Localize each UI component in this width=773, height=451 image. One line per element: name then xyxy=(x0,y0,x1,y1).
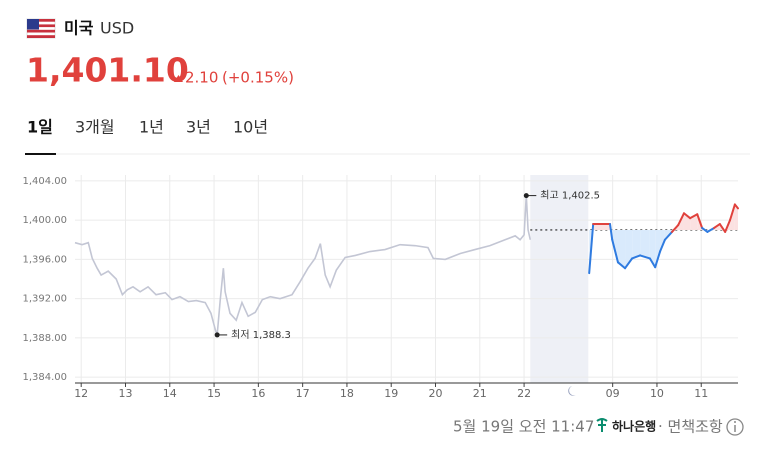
us-flag xyxy=(26,18,56,39)
y-tick-label: 1,400.00 xyxy=(22,215,67,226)
today-line xyxy=(616,261,627,270)
today-line xyxy=(677,212,685,227)
y-tick-label: 1,404.00 xyxy=(22,176,67,187)
today-line xyxy=(671,224,680,233)
today-area xyxy=(734,204,738,230)
y-tick-label: 1,384.00 xyxy=(22,372,67,383)
y-tick-label: 1,388.00 xyxy=(22,333,67,344)
today-line xyxy=(631,254,642,260)
x-tick-label: 16 xyxy=(251,387,265,400)
today-line xyxy=(682,212,692,220)
today-line xyxy=(718,223,727,233)
x-tick-label: 18 xyxy=(340,387,354,400)
timestamp: 5월 19일 오전 11:47 xyxy=(453,418,594,436)
tab[interactable]: 1일 xyxy=(27,118,53,137)
annotation-dot xyxy=(523,193,529,199)
today-line xyxy=(713,223,721,229)
plot: 1,384.00 1,388.00 1,392.00 1,396.00 1,400.00… xyxy=(22,175,739,400)
today-line xyxy=(729,203,736,222)
x-tick-label: 14 xyxy=(163,387,177,400)
annotation-dot xyxy=(214,332,220,338)
today-line xyxy=(701,226,709,233)
today-area xyxy=(649,229,656,268)
x-tick-label: 22 xyxy=(517,387,531,400)
today-line xyxy=(648,257,657,269)
tab[interactable]: 3개월 xyxy=(75,118,115,137)
x-tick-label: 13 xyxy=(118,387,132,400)
info-icon[interactable] xyxy=(726,418,744,436)
y-tick-label: 1,396.00 xyxy=(22,254,67,265)
x-tick-label: 09 xyxy=(606,387,620,400)
disclaimer[interactable]: · 면책조항 xyxy=(658,418,723,436)
annotation-label: 최고 1,402.5 xyxy=(540,190,600,202)
today-line xyxy=(724,219,732,233)
today-area xyxy=(640,229,650,259)
y-tick-label: 1,392.00 xyxy=(22,294,67,305)
today-line xyxy=(696,213,704,229)
tab[interactable]: 10년 xyxy=(233,118,268,137)
history-line xyxy=(74,195,532,336)
today-line xyxy=(654,250,662,269)
bank-logo xyxy=(596,418,608,432)
today-line xyxy=(611,238,619,264)
x-tick-label: 17 xyxy=(296,387,310,400)
x-tick-label: 20 xyxy=(429,387,443,400)
closed-market-band xyxy=(530,175,589,383)
bank: 하나은행 xyxy=(612,419,656,434)
today-area xyxy=(593,224,611,230)
up-arrow xyxy=(174,75,183,82)
today-line xyxy=(639,254,651,260)
today-line xyxy=(706,226,716,233)
today-area xyxy=(655,229,661,268)
x-tick-label: 15 xyxy=(207,387,221,400)
today-line xyxy=(733,203,739,210)
today-area xyxy=(632,229,641,259)
x-tick-label: 21 xyxy=(473,387,487,400)
country: 미국 xyxy=(64,19,94,38)
x-tick-label: 10 xyxy=(650,387,664,400)
today-area xyxy=(617,229,626,269)
price: 1,401.10 xyxy=(26,51,189,90)
tab[interactable]: 3년 xyxy=(186,118,211,137)
today-line xyxy=(609,223,614,241)
today-area xyxy=(625,229,633,269)
today-line xyxy=(663,230,674,241)
x-tick-label: 11 xyxy=(694,387,708,400)
today-line xyxy=(689,213,699,220)
x-tick-label: 12 xyxy=(74,387,88,400)
currency: USD xyxy=(100,19,134,38)
change-percent: (+0.15%) xyxy=(222,69,294,87)
annotation-label: 최저 1,388.3 xyxy=(231,329,291,341)
today-line xyxy=(659,238,666,253)
today-line xyxy=(624,257,634,270)
change: 2.10 xyxy=(185,69,218,87)
x-tick-label: 19 xyxy=(384,387,398,400)
tab[interactable]: 1년 xyxy=(139,118,164,137)
today-line xyxy=(588,223,595,275)
